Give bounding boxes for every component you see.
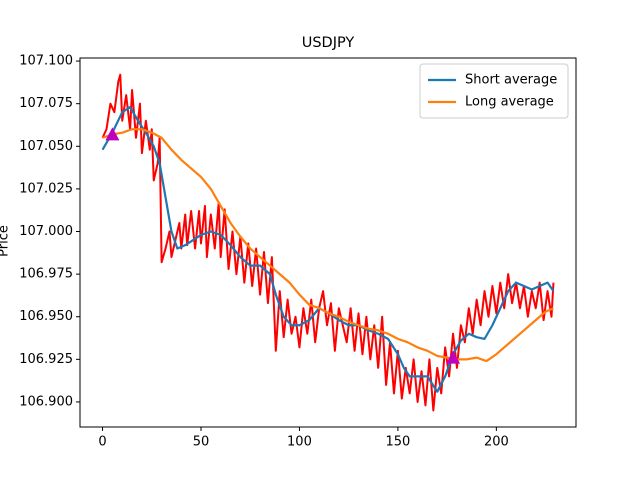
y-tick-label: 106.925 [19, 352, 73, 367]
y-tick-label: 106.950 [19, 309, 73, 324]
y-axis-label: Price [0, 225, 12, 257]
y-tick-label: 107.050 [19, 139, 73, 154]
x-tick-label: 200 [484, 435, 509, 450]
series-line [101, 73, 555, 412]
legend-box [419, 63, 569, 119]
series-line [102, 128, 554, 363]
y-tick-label: 107.025 [19, 181, 73, 196]
legend-label: Short average [465, 73, 557, 88]
x-tick-label: 150 [385, 435, 410, 450]
y-tick-label: 106.975 [19, 267, 73, 282]
y-tick-label: 107.075 [19, 96, 73, 111]
signal-marker [105, 127, 120, 141]
x-tick-label: 0 [98, 435, 106, 450]
signal-marker [446, 350, 461, 364]
y-tick-label: 107.100 [19, 54, 73, 69]
chart-title: USDJPY [302, 35, 355, 51]
plot-frame [79, 57, 577, 428]
x-tick-label: 50 [193, 435, 210, 450]
y-tick-label: 106.900 [19, 394, 73, 409]
legend-label: Long average [465, 95, 554, 110]
x-tick-label: 100 [287, 435, 312, 450]
y-tick-label: 107.000 [19, 224, 73, 239]
